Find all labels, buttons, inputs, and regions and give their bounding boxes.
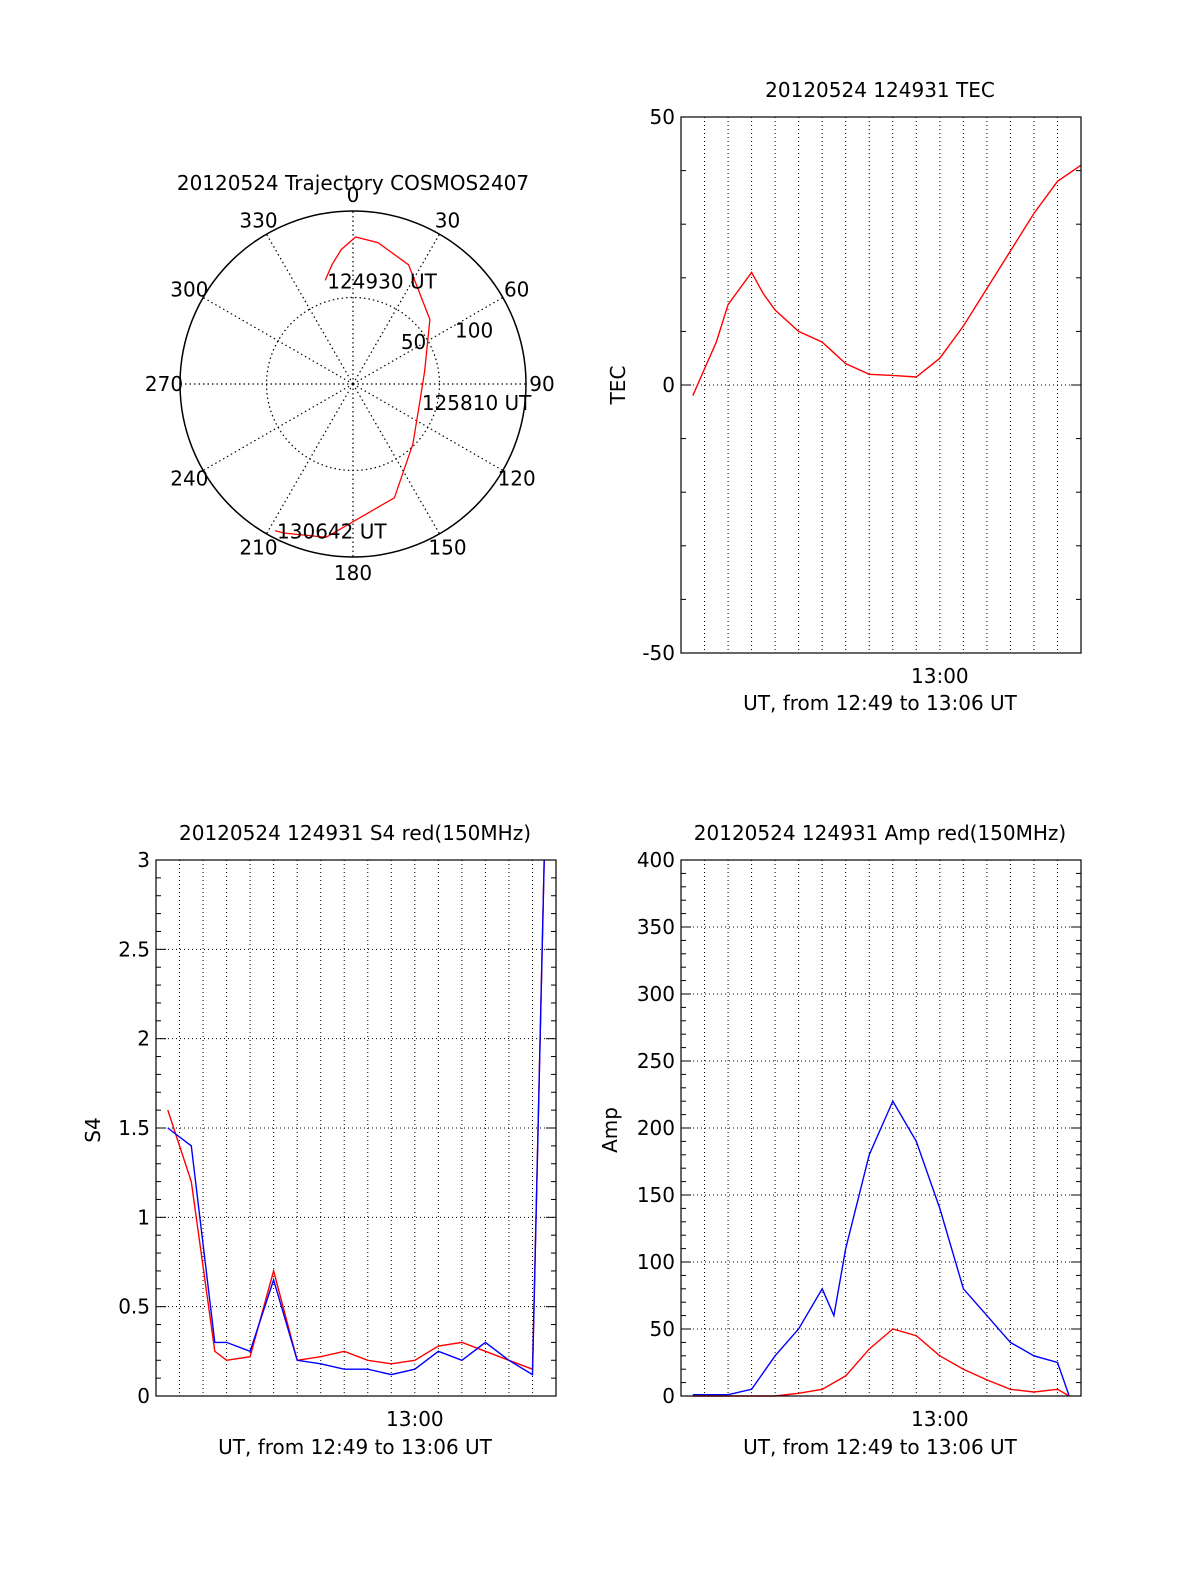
amp-xlabel: UT, from 12:49 to 13:06 UT [743,1435,1018,1459]
plot-frame [155,859,557,1397]
polar-spoke-240 [202,383,354,472]
amp-ylabel: Amp [598,1107,622,1153]
x-tick-label: 13:00 [911,1407,969,1431]
polar-angle-label: 0 [347,183,360,207]
s4-panel: 20120524 124931 S4 red(150MHz) UT, from … [81,821,557,1459]
y-tick-label: 300 [637,982,675,1006]
trajectory-time-label: 124930 UT [327,269,437,293]
polar-angle-label: 30 [435,208,460,232]
polar-radial-label: 50 [401,330,426,354]
tec-panel: 20120524 124931 TEC UT, from 12:49 to 13… [606,78,1082,715]
trajectory-path [274,236,431,538]
amp-title: 20120524 124931 Amp red(150MHz) [694,821,1066,845]
trajectory-time-label: 125810 UT [422,391,532,415]
trajectory-time-label: 130642 UT [277,520,387,544]
polar-radial-label: 100 [455,319,493,343]
polar-angle-label: 180 [334,561,372,585]
polar-angle-label: 120 [498,467,536,491]
y-tick-label: 2 [137,1027,150,1051]
series-line-0 [692,1099,1070,1397]
polar-spoke-120 [352,383,504,472]
polar-angle-label: 240 [170,467,208,491]
y-tick-label: 1.5 [118,1116,150,1140]
y-tick-label: 0 [662,1384,675,1408]
polar-outer-circle [179,210,527,558]
y-tick-label: 0.5 [118,1295,150,1319]
polar-angle-label: 210 [239,536,277,560]
tec-ylabel: TEC [606,366,630,406]
y-tick-label: 50 [650,1317,675,1341]
polar-angle-label: 150 [428,536,466,560]
y-tick-label: 2.5 [118,937,150,961]
polar-grid [179,210,527,558]
y-tick-label: 50 [650,105,675,129]
y-tick-label: 400 [637,848,675,872]
series-line-1 [167,859,545,1376]
polar-angle-label: 330 [239,208,277,232]
polar-angle-label: 270 [145,372,183,396]
y-tick-label: 350 [637,915,675,939]
y-tick-label: 1 [137,1205,150,1229]
y-tick-label: 0 [137,1384,150,1408]
y-tick-label: 100 [637,1250,675,1274]
polar-angle-label: 60 [504,278,529,302]
y-tick-label: -50 [642,641,675,665]
series-line-0 [692,164,1082,396]
plot-frame [680,116,1082,654]
polar-spoke-300 [202,296,354,385]
y-tick-label: 250 [637,1049,675,1073]
x-tick-label: 13:00 [911,664,969,688]
polar-trajectory-panel: 20120524 Trajectory COSMOS2407 030609012… [145,171,555,585]
polar-angle-label: 300 [170,278,208,302]
polar-angle-label: 90 [529,372,554,396]
polar-angle-labels: 0 30 60 90 120 150 180 210 240 270 300 330 50 100 [145,183,555,585]
x-tick-label: 13:00 [386,1407,444,1431]
tec-title: 20120524 124931 TEC [765,78,995,102]
amp-panel: 20120524 124931 Amp red(150MHz) UT, from… [598,821,1082,1459]
y-tick-label: 3 [137,848,150,872]
trajectory-line: 124930 UT 125810 UT 130642 UT [274,236,532,544]
tec-xlabel: UT, from 12:49 to 13:06 UT [743,691,1018,715]
polar-spoke-150 [352,383,441,535]
series-line-1 [692,1328,1070,1397]
polar-spoke-210 [265,383,354,535]
series-line-0 [167,859,545,1371]
s4-ylabel: S4 [81,1117,105,1142]
polar-spoke-330 [265,233,354,385]
polar-title: 20120524 Trajectory COSMOS2407 [177,171,529,195]
y-tick-label: 0 [662,373,675,397]
polar-spoke-30 [352,233,441,385]
plot-frame [680,859,1082,1397]
y-tick-label: 150 [637,1183,675,1207]
s4-title: 20120524 124931 S4 red(150MHz) [179,821,531,845]
s4-xlabel: UT, from 12:49 to 13:06 UT [218,1435,493,1459]
y-tick-label: 200 [637,1116,675,1140]
